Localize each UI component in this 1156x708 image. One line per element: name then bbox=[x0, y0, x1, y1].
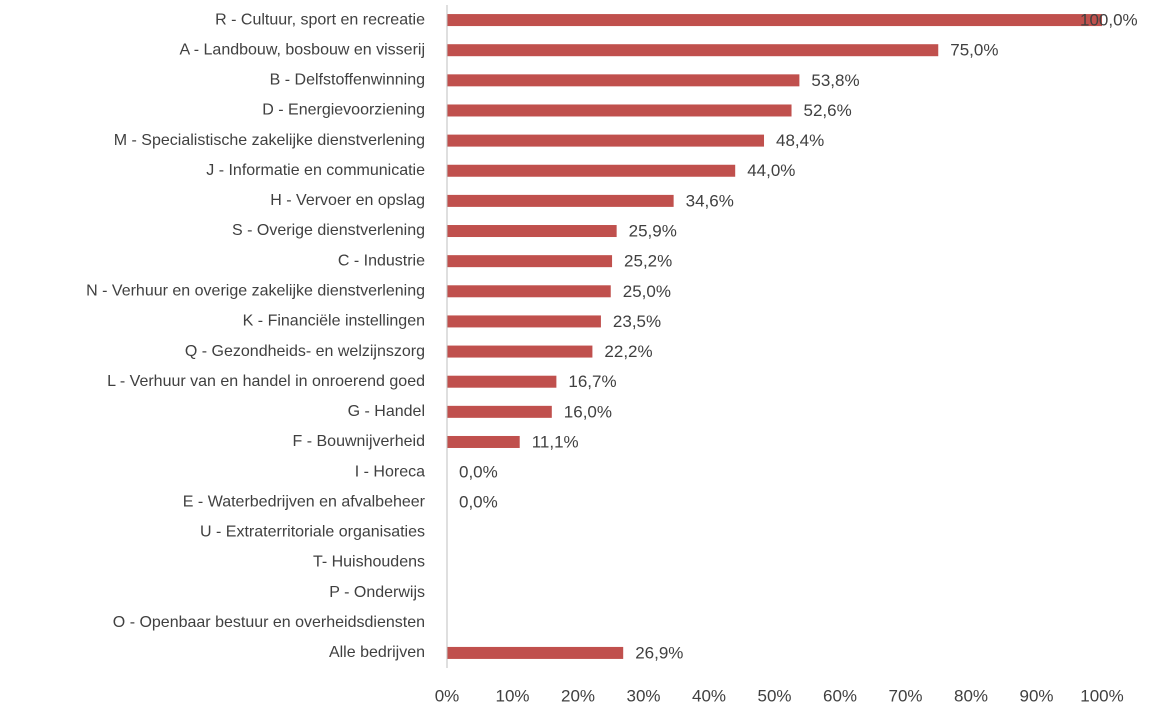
x-tick-label: 0% bbox=[435, 686, 460, 705]
value-label: 0,0% bbox=[459, 463, 498, 482]
y-tick-label: R - Cultuur, sport en recreatie bbox=[215, 11, 425, 28]
y-tick-label: K - Financiële instellingen bbox=[243, 313, 425, 330]
y-tick-label: J - Informatie en communicatie bbox=[206, 162, 425, 179]
x-tick-label: 60% bbox=[823, 686, 857, 705]
bar bbox=[447, 315, 601, 328]
value-label: 53,8% bbox=[811, 71, 859, 90]
value-label: 100,0% bbox=[1080, 11, 1138, 30]
bar bbox=[447, 74, 800, 87]
bar bbox=[447, 255, 613, 268]
bar bbox=[447, 345, 593, 358]
bar bbox=[447, 375, 557, 388]
y-tick-label: L - Verhuur van en handel in onroerend g… bbox=[107, 373, 425, 390]
x-tick-label: 20% bbox=[561, 686, 595, 705]
value-label: 34,6% bbox=[686, 191, 734, 210]
y-tick-label: B - Delfstoffenwinning bbox=[270, 72, 425, 89]
y-tick-label: O - Openbaar bestuur en overheidsdienste… bbox=[113, 614, 425, 631]
y-tick-label: I - Horeca bbox=[355, 463, 425, 480]
y-tick-label: N - Verhuur en overige zakelijke dienstv… bbox=[86, 283, 425, 300]
bar bbox=[447, 134, 765, 147]
value-label: 0,0% bbox=[459, 493, 498, 512]
x-tick-label: 30% bbox=[626, 686, 660, 705]
x-tick-label: 100% bbox=[1080, 686, 1123, 705]
bar bbox=[447, 225, 617, 238]
bar bbox=[447, 164, 736, 177]
value-label: 25,0% bbox=[623, 282, 671, 301]
value-label: 16,7% bbox=[568, 372, 616, 391]
y-tick-label: G - Handel bbox=[348, 403, 425, 420]
x-tick-label: 40% bbox=[692, 686, 726, 705]
y-tick-label: Alle bedrijven bbox=[329, 644, 425, 661]
value-label: 75,0% bbox=[950, 41, 998, 60]
value-label: 25,2% bbox=[624, 252, 672, 271]
value-label: 52,6% bbox=[804, 101, 852, 120]
y-tick-label: U - Extraterritoriale organisaties bbox=[200, 524, 425, 541]
x-tick-label: 50% bbox=[757, 686, 791, 705]
y-tick-label: E - Waterbedrijven en afvalbeheer bbox=[183, 493, 426, 510]
bar bbox=[447, 44, 939, 57]
y-tick-label: Q - Gezondheids- en welzijnszorg bbox=[185, 343, 425, 360]
bar bbox=[447, 405, 552, 418]
y-tick-label: F - Bouwnijverheid bbox=[293, 433, 426, 450]
bar bbox=[447, 194, 674, 207]
x-tick-label: 70% bbox=[888, 686, 922, 705]
bar bbox=[447, 104, 792, 117]
value-label: 11,1% bbox=[532, 432, 579, 451]
y-tick-label: P - Onderwijs bbox=[329, 584, 425, 601]
value-label: 16,0% bbox=[564, 402, 612, 421]
y-tick-label: H - Vervoer en opslag bbox=[270, 192, 425, 209]
y-tick-label: S - Overige dienstverlening bbox=[232, 222, 425, 239]
value-label: 22,2% bbox=[604, 342, 652, 361]
bar bbox=[447, 285, 611, 298]
value-label: 44,0% bbox=[747, 161, 795, 180]
value-label: 25,9% bbox=[629, 222, 677, 241]
y-tick-label: T- Huishoudens bbox=[313, 554, 425, 571]
bar bbox=[447, 14, 1102, 27]
y-tick-label: D - Energievoorziening bbox=[262, 102, 425, 119]
bar bbox=[447, 435, 520, 448]
bar bbox=[447, 646, 624, 659]
value-label: 48,4% bbox=[776, 131, 824, 150]
y-tick-label: A - Landbouw, bosbouw en visserij bbox=[180, 41, 425, 58]
x-tick-label: 10% bbox=[495, 686, 529, 705]
value-label: 23,5% bbox=[613, 312, 661, 331]
y-tick-label: M - Specialistische zakelijke dienstverl… bbox=[114, 132, 425, 149]
y-tick-label: C - Industrie bbox=[338, 252, 425, 269]
x-tick-label: 80% bbox=[954, 686, 988, 705]
value-label: 26,9% bbox=[635, 643, 683, 662]
x-tick-label: 90% bbox=[1019, 686, 1053, 705]
